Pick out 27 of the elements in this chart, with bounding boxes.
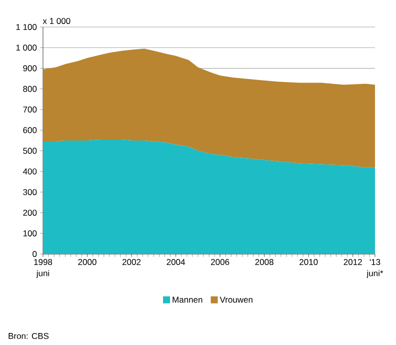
y-tick-label: 900 xyxy=(23,65,37,72)
text: juni* xyxy=(366,270,384,278)
legend-label: Vrouwen xyxy=(220,296,252,303)
x-tick-label: 2006 xyxy=(211,259,230,266)
y-tick-label: 500 xyxy=(23,148,37,154)
x-tick-label: 2004 xyxy=(166,259,186,266)
x-tick-label: 2002 xyxy=(122,259,141,266)
y-tick-label: 700 xyxy=(23,106,37,113)
text: Bron: CBS xyxy=(8,332,49,339)
y-tick-label: 1 100 xyxy=(16,24,37,30)
text: juni xyxy=(36,270,50,278)
x-tick-label: 2008 xyxy=(255,259,274,266)
y-tick-label: 100 xyxy=(23,230,37,236)
x-tick-label: '13 xyxy=(370,259,380,266)
y-tick-label: 0 xyxy=(32,250,37,257)
x-tick-label: 2010 xyxy=(300,259,318,266)
y-tick-label: 1 000 xyxy=(16,44,37,51)
x-tick-label: 2012 xyxy=(344,259,362,266)
x-tick-label: 2000 xyxy=(78,259,96,266)
y-tick-label: 400 xyxy=(22,168,37,174)
y-tick-label: 300 xyxy=(23,189,37,196)
legend-label: Mannen xyxy=(172,296,202,303)
y-tick-label: 800 xyxy=(23,86,37,92)
x-tick-label: 1998 xyxy=(34,259,52,266)
y-axis-title: x 1 000 xyxy=(42,18,70,24)
y-tick-label: 600 xyxy=(23,127,37,134)
y-tick-label: 200 xyxy=(23,210,37,216)
